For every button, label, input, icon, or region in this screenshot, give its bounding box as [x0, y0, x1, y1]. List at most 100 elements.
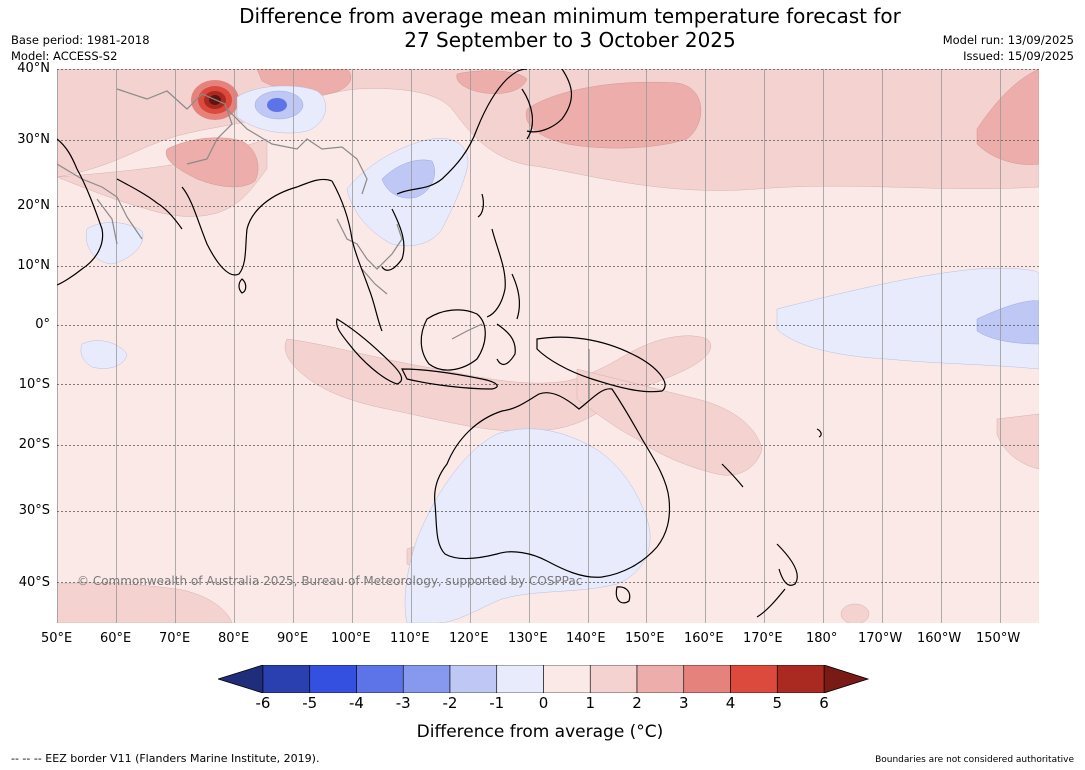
anomaly-cool-strong: [267, 98, 287, 112]
lon-label: 100°E: [331, 631, 371, 646]
colorbar-bin: [636, 665, 685, 693]
lon-label: 60°E: [100, 631, 132, 646]
anomaly-south-pacific: [996, 413, 1039, 470]
coast-korea: [521, 88, 534, 140]
anomaly-dateline-cool: [976, 300, 1039, 345]
coast-sulawesi: [496, 323, 516, 366]
eez-note: -- -- -- EEZ border V11 (Flanders Marine…: [11, 752, 320, 765]
anomaly-india-north: [165, 137, 259, 188]
title-line-2: 27 September to 3 October 2025: [404, 28, 736, 52]
graticule: [57, 69, 1039, 623]
anomaly-pacific-cool: [776, 268, 1039, 370]
coast-sumatra: [336, 318, 403, 385]
coast-fiji: [816, 428, 822, 438]
lon-label: 170°E: [743, 631, 783, 646]
colorbar-bin: [589, 665, 638, 693]
coast-bay-of-bengal: [331, 180, 383, 332]
border-central-asia: [116, 88, 233, 165]
colorbar-bin: [356, 665, 404, 693]
colorbar-tick-label: 4: [725, 694, 736, 712]
colorbar-bin: [730, 665, 778, 693]
colorbar-bin: [543, 665, 591, 693]
colorbar-tick-label: -2: [442, 694, 458, 712]
colorbar-tick-label: -6: [255, 694, 271, 712]
coast-java: [401, 368, 498, 390]
colorbar-tick-label: -3: [395, 694, 411, 712]
lat-label: 40°N: [17, 61, 50, 76]
model-name: Model: ACCESS-S2: [11, 49, 118, 63]
lon-label: 80°E: [218, 631, 250, 646]
anomaly-indian-ocean-cool: [80, 340, 128, 369]
colorbar-bins: [262, 665, 825, 693]
lon-label: 130°E: [508, 631, 548, 646]
colorbar-tick-label: 0: [538, 694, 549, 712]
coast-borneo: [420, 309, 486, 371]
country-borders: [57, 88, 590, 399]
meridian-lines: [57, 69, 1001, 623]
coast-vietnam: [381, 208, 405, 271]
colorbar-bin: [776, 665, 825, 693]
colorbar: [218, 665, 870, 693]
lon-label: 160°E: [684, 631, 724, 646]
coast-australia: [434, 388, 671, 578]
lat-label: 10°N: [17, 258, 50, 273]
colorbar-bin: [496, 665, 544, 693]
forecast-map: © Commonwealth of Australia 2025, Bureau…: [57, 69, 1039, 623]
lon-label: 90°E: [277, 631, 309, 646]
colorbar-tick-label: 1: [585, 694, 596, 712]
lon-label: 180°: [806, 631, 838, 646]
anomaly-tibet-cool-center: [267, 98, 287, 112]
title-line-1: Difference from average mean minimum tem…: [239, 4, 901, 28]
lon-label: 50°E: [41, 631, 73, 646]
coast-sri-lanka: [238, 278, 247, 294]
lat-label: 10°S: [18, 377, 50, 392]
map-canvas: [57, 69, 1039, 623]
anomaly-warm-medium: [165, 69, 1039, 188]
lon-label: 120°E: [449, 631, 489, 646]
map-title: Difference from average mean minimum tem…: [180, 4, 960, 52]
lat-label: 0°: [35, 317, 50, 332]
colorbar-bin: [449, 665, 498, 693]
colorbar-bin: [683, 665, 731, 693]
lon-label: 160°W: [917, 631, 962, 646]
coast-new-zealand: [756, 543, 798, 618]
anomaly-coral-sea: [576, 368, 763, 476]
colorbar-low-extend: [218, 665, 264, 693]
colorbar-label: Difference from average (°C): [416, 722, 664, 742]
colorbar-tick-label: -1: [489, 694, 505, 712]
coast-india: [181, 178, 333, 276]
lon-label: 140°E: [566, 631, 606, 646]
lon-label: 170°W: [858, 631, 903, 646]
anomaly-nz-warm: [840, 603, 870, 623]
meta-left: Base period: 1981-2018 Model: ACCESS-S2: [11, 32, 150, 64]
coast-japan: [526, 69, 572, 133]
border-south-asia: [226, 108, 368, 195]
lon-label: 110°E: [390, 631, 430, 646]
coast-new-caledonia: [721, 463, 744, 488]
coast-taiwan: [477, 193, 484, 218]
lat-label: 40°S: [18, 575, 50, 590]
anomaly-southwest-indian: [57, 582, 233, 623]
lat-label: 20°N: [17, 198, 50, 213]
lat-label: 30°N: [17, 132, 50, 147]
border-borneo: [451, 323, 483, 340]
lon-label: 70°E: [159, 631, 191, 646]
meta-right: Model run: 13/09/2025 Issued: 15/09/2025: [943, 32, 1074, 64]
lat-label: 30°S: [18, 503, 50, 518]
copyright-notice: © Commonwealth of Australia 2025, Bureau…: [77, 574, 583, 588]
coast-arabia: [57, 138, 104, 286]
boundaries-note: Boundaries are not considered authoritat…: [875, 755, 1074, 765]
colorbar-tick-label: 3: [678, 694, 689, 712]
border-indochina: [336, 218, 403, 295]
colorbar-bin: [309, 665, 357, 693]
colorbar-tick-label: 2: [632, 694, 642, 712]
coast-philippines: [486, 228, 521, 320]
anomaly-northeast-pacific: [976, 69, 1039, 165]
model-run: Model run: 13/09/2025: [942, 33, 1074, 47]
colorbar-bin: [262, 665, 311, 693]
coastlines: [57, 69, 822, 618]
lon-label: 150°E: [625, 631, 665, 646]
lat-label: 20°S: [18, 437, 50, 452]
anomaly-australia-cool: [404, 428, 651, 623]
base-period: Base period: 1981-2018: [11, 33, 150, 47]
